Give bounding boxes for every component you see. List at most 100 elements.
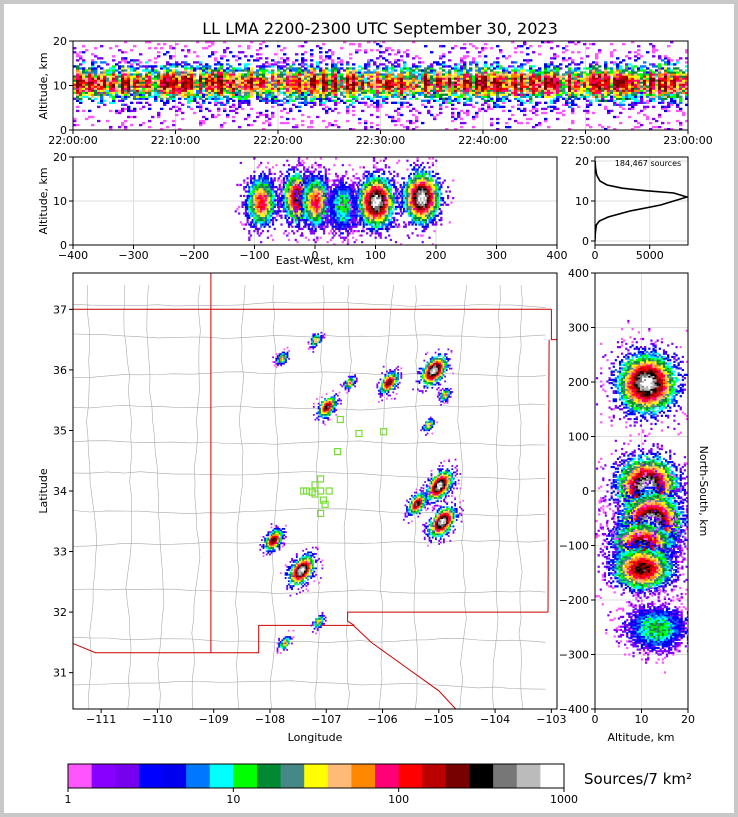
time-altitude-density-cell <box>661 91 665 94</box>
time-altitude-density-cell <box>172 87 176 90</box>
time-altitude-density-cell <box>226 101 230 104</box>
time-altitude-density-cell <box>616 65 620 68</box>
time-altitude-density-cell <box>103 71 107 74</box>
time-altitude-density-cell <box>364 71 368 74</box>
east-west-density-cell <box>286 194 289 198</box>
time-altitude-density-cell <box>97 81 101 84</box>
time-altitude-density-cell <box>331 51 335 54</box>
time-altitude-density-cell <box>169 55 173 58</box>
time-altitude-density-cell <box>394 123 398 127</box>
time-altitude-density-cell <box>517 103 521 107</box>
time-altitude-density-cell <box>172 81 176 84</box>
time-altitude-density-cell <box>628 51 632 54</box>
time-altitude-density-cell <box>304 71 308 74</box>
time-altitude-density-cell <box>625 79 629 82</box>
time-altitude-density-cell <box>178 87 182 90</box>
time-altitude-density-cell <box>379 73 383 76</box>
time-altitude-density-cell <box>580 87 584 90</box>
time-altitude-density-cell <box>523 81 527 84</box>
time-altitude-density-cell <box>427 65 431 68</box>
time-altitude-density-cell <box>523 73 527 76</box>
east-west-density-cell <box>292 232 296 235</box>
east-west-density-cell <box>261 194 264 198</box>
time-altitude-density-cell <box>406 73 410 76</box>
east-west-density-cell <box>253 181 256 184</box>
east-west-density-cell <box>258 188 261 191</box>
time-altitude-density-cell <box>553 83 557 86</box>
time-altitude-density-cell <box>271 113 275 117</box>
time-altitude-density-cell <box>553 85 557 88</box>
time-altitude-density-cell <box>310 101 314 104</box>
time-altitude-density-cell <box>220 125 224 129</box>
time-altitude-density-cell <box>280 75 284 78</box>
time-altitude-density-cell <box>448 81 452 84</box>
time-altitude-density-cell <box>304 41 308 44</box>
time-altitude-density-cell <box>310 81 314 84</box>
time-altitude-density-cell <box>580 57 584 60</box>
time-altitude-density-cell <box>400 123 404 127</box>
time-altitude-density-cell <box>196 61 200 64</box>
time-altitude-density-cell <box>184 73 188 76</box>
time-altitude-tick-label-x: 22:00:00 <box>48 134 97 147</box>
time-altitude-density-cell <box>277 93 281 96</box>
time-altitude-density-cell <box>103 85 107 88</box>
time-altitude-density-cell <box>529 83 533 86</box>
time-altitude-density-cell <box>262 83 266 86</box>
time-altitude-density-cell <box>646 71 650 74</box>
time-altitude-density-cell <box>166 63 170 66</box>
time-altitude-density-cell <box>232 83 236 86</box>
time-altitude-density-cell <box>97 87 101 90</box>
time-altitude-density-cell <box>358 77 362 80</box>
time-altitude-density-cell <box>622 77 626 80</box>
time-altitude-density-cell <box>427 75 431 78</box>
time-altitude-density-cell <box>574 83 578 86</box>
time-altitude-density-cell <box>208 93 212 96</box>
time-altitude-density-cell <box>664 63 668 66</box>
time-altitude-density-cell <box>388 67 392 70</box>
time-altitude-density-cell <box>220 81 224 84</box>
time-altitude-density-cell <box>667 45 671 48</box>
time-altitude-density-cell <box>496 87 500 90</box>
time-altitude-density-cell <box>391 49 395 52</box>
time-altitude-density-cell <box>523 95 527 98</box>
time-altitude-density-cell <box>331 71 335 74</box>
time-altitude-density-cell <box>160 67 164 70</box>
time-altitude-density-cell <box>304 59 308 62</box>
time-altitude-density-cell <box>406 93 410 96</box>
time-altitude-density-cell <box>463 91 467 94</box>
time-altitude-density-cell <box>187 63 191 66</box>
time-altitude-density-cell <box>346 73 350 76</box>
time-altitude-density-cell <box>181 73 185 76</box>
time-altitude-density-cell <box>667 95 671 98</box>
time-altitude-density-cell <box>325 73 329 76</box>
time-altitude-density-cell <box>544 41 548 44</box>
time-altitude-density-cell <box>526 79 530 82</box>
time-altitude-density-cell <box>436 75 440 78</box>
time-altitude-density-cell <box>232 105 236 109</box>
time-altitude-density-cell <box>616 73 620 76</box>
time-altitude-density-cell <box>490 73 494 76</box>
time-altitude-density-cell <box>301 69 305 72</box>
time-altitude-density-cell <box>412 69 416 72</box>
time-altitude-density-cell <box>568 101 572 104</box>
time-altitude-density-cell <box>481 83 485 86</box>
time-altitude-density-cell <box>655 75 659 78</box>
time-altitude-density-cell <box>574 63 578 66</box>
time-altitude-density-cell <box>157 89 161 92</box>
time-altitude-density-cell <box>130 65 134 68</box>
time-altitude-density-cell <box>505 121 509 125</box>
east-west-density-cell <box>284 199 287 202</box>
time-altitude-density-cell <box>607 109 611 113</box>
time-altitude-density-cell <box>502 109 506 113</box>
time-altitude-density-cell <box>511 91 515 94</box>
time-altitude-density-cell <box>664 85 668 88</box>
east-west-density-cell <box>265 188 268 191</box>
east-west-density-cell <box>298 181 301 184</box>
time-altitude-density-cell <box>109 79 113 82</box>
east-west-density-cell <box>249 214 253 217</box>
time-altitude-density-cell <box>97 91 101 94</box>
time-altitude-density-cell <box>205 73 209 76</box>
time-altitude-density-cell <box>280 57 284 60</box>
time-altitude-density-cell <box>214 67 218 70</box>
time-altitude-density-cell <box>289 71 293 74</box>
